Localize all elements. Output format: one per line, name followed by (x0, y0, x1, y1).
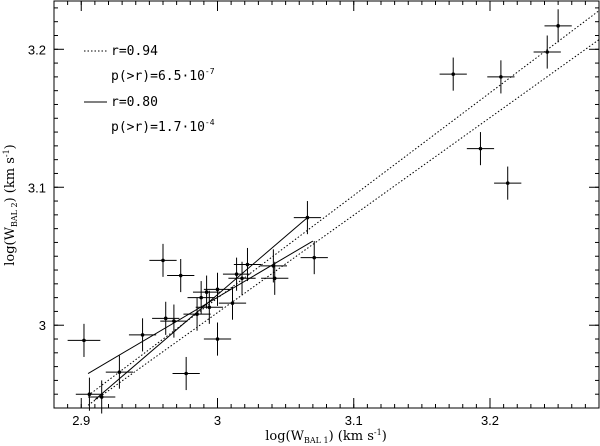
x-axis-label-superscript: -1 (374, 428, 382, 437)
legend-stat-solid: p(>r)=1.7·10-4 (111, 118, 215, 135)
y-tick-label: 3 (39, 318, 46, 333)
data-point-marker (272, 276, 277, 281)
plot-frame (53, 0, 600, 409)
x-tick-label: 2.9 (72, 413, 90, 428)
x-axis-label-subscript: BAL 1 (304, 436, 329, 445)
data-point (300, 241, 328, 275)
data-point-marker (312, 255, 317, 260)
legend-stat-dotted-text: p(>r)=6.5·10 (111, 69, 205, 84)
data-point-marker (204, 290, 209, 294)
minor-ticks (53, 1, 600, 409)
data-point (203, 272, 232, 306)
legend: r=0.94 p(>r)=6.5·10-7 r=0.80 p(>r)=1.7·1… (84, 44, 215, 135)
y-tick-label: 3.1 (28, 180, 46, 195)
data-point-marker (207, 305, 212, 310)
y-axis-label-prefix: log(W (3, 226, 18, 265)
data-point (218, 286, 247, 320)
data-point-marker (82, 338, 86, 343)
data-point (88, 380, 116, 414)
legend-stat-dotted-exponent: -7 (205, 67, 215, 76)
x-axis-label-prefix: log(W (265, 429, 304, 444)
y-axis-label-close: ) (3, 144, 18, 149)
data-point-marker (451, 72, 456, 76)
data-point (167, 258, 195, 293)
data-point-marker (161, 258, 165, 263)
tick-labels: 2.9 3 3.1 3.2 3 3.1 3.2 (28, 42, 499, 428)
legend-stat-solid-exponent: -4 (205, 118, 215, 127)
data-point (160, 304, 188, 338)
data-point-marker (499, 75, 503, 79)
data-point-marker (234, 272, 239, 276)
dotted-fit-line (87, 39, 600, 406)
data-point-marker (199, 295, 203, 300)
data-point (533, 35, 561, 69)
data-point (195, 290, 223, 324)
data-point-marker (172, 319, 176, 323)
data-point-marker (505, 181, 510, 185)
data-point (105, 355, 134, 389)
data-point-marker (163, 316, 168, 321)
y-axis-label-superscript: -1 (2, 149, 11, 157)
data-point (222, 257, 251, 291)
data-point (466, 132, 495, 166)
data-point-marker (305, 215, 310, 220)
data-point-marker (556, 24, 560, 28)
x-tick-label: 3.2 (481, 413, 499, 428)
data-point-marker (178, 273, 183, 278)
data-point-marker (99, 395, 104, 399)
data-point (75, 377, 104, 411)
data-point (187, 281, 215, 315)
data-point (261, 261, 289, 295)
data-point-marker (184, 371, 188, 376)
y-tick-label: 3.2 (28, 42, 46, 57)
data-point-marker (87, 392, 92, 397)
data-point (233, 247, 262, 282)
data-point-marker (117, 370, 122, 374)
x-axis-label: log(WBAL 1) (km s-1) (265, 428, 387, 445)
data-point (228, 261, 256, 295)
data-points (67, 9, 572, 414)
data-point (183, 297, 211, 331)
data-point-marker (478, 146, 483, 151)
data-point (203, 322, 232, 356)
dotted-fit-line (87, 10, 600, 396)
x-axis-label-close: ) (382, 429, 387, 444)
x-tick-label: 3 (214, 413, 221, 428)
legend-label-dotted: r=0.94 (111, 44, 158, 59)
data-point (149, 243, 177, 277)
data-point (152, 301, 180, 335)
data-point (544, 9, 572, 43)
data-point-marker (140, 333, 145, 337)
data-point-marker (545, 50, 550, 54)
legend-stat-dotted: p(>r)=6.5·10-7 (111, 67, 215, 84)
y-axis-label-subscript: BAL 2 (10, 202, 19, 227)
data-point (128, 318, 157, 352)
data-point-marker (195, 312, 199, 316)
data-point (293, 201, 322, 235)
legend-stat-solid-text: p(>r)=1.7·10 (111, 120, 205, 135)
y-axis-label-units: ) (km s (3, 157, 18, 202)
data-point-marker (240, 276, 244, 281)
data-point-marker (215, 337, 220, 341)
major-ticks (54, 1, 599, 408)
data-point (439, 57, 467, 91)
data-point (487, 60, 515, 94)
x-tick-label: 3.1 (345, 413, 363, 428)
data-point (172, 356, 200, 391)
data-point-marker (230, 301, 235, 305)
y-axis-label: log(WBAL 2) (km s-1) (2, 144, 19, 266)
data-point (67, 323, 101, 357)
data-point-marker (245, 262, 250, 267)
legend-label-solid: r=0.80 (111, 95, 158, 110)
x-axis-label-units: ) (km s (329, 429, 374, 444)
data-point-marker (215, 287, 220, 292)
data-point (494, 166, 522, 200)
data-point (192, 275, 221, 309)
